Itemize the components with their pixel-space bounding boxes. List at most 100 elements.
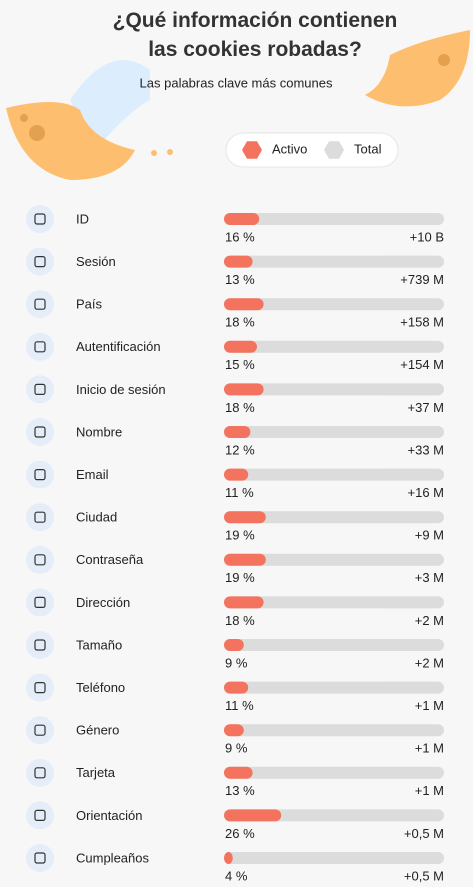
icon-glyph — [34, 639, 46, 651]
total-label: +1 M — [415, 698, 444, 713]
bar — [224, 681, 249, 694]
track — [224, 255, 444, 268]
total-label: +37 M — [408, 400, 445, 415]
category-icon — [26, 588, 54, 617]
category-icon — [26, 758, 54, 787]
category-icon — [26, 375, 54, 404]
total-label: +2 M — [415, 655, 444, 670]
value-label: 18 % — [225, 315, 255, 330]
track — [224, 468, 444, 481]
total-label: +739 M — [400, 272, 444, 287]
category-icon — [26, 631, 54, 659]
icon-glyph — [34, 596, 46, 609]
bar — [224, 596, 264, 609]
total-label: +1 M — [415, 783, 444, 798]
track — [224, 553, 444, 566]
category-label: ID — [76, 211, 89, 226]
icon-glyph — [34, 426, 46, 438]
category-icon — [26, 545, 54, 574]
bar — [224, 468, 249, 481]
value-label: 11 % — [225, 485, 254, 500]
total-label: +10 B — [410, 229, 444, 244]
total-label: +3 M — [415, 570, 444, 585]
decoration — [167, 149, 173, 155]
icon-glyph — [34, 767, 46, 779]
bar — [224, 340, 257, 353]
total-label: +2 M — [415, 613, 444, 628]
category-icon — [26, 290, 54, 319]
bar — [224, 255, 253, 268]
track — [224, 213, 444, 225]
category-icon — [26, 801, 54, 830]
value-label: 18 % — [225, 613, 255, 628]
category-label: Género — [76, 723, 119, 738]
track — [224, 724, 444, 737]
decoration — [151, 150, 157, 156]
bar — [224, 809, 282, 822]
icon-glyph — [34, 681, 46, 694]
total-label: +33 M — [408, 442, 445, 457]
total-label: +0,5 M — [404, 826, 444, 841]
track — [224, 639, 444, 651]
category-label: Teléfono — [76, 680, 125, 695]
value-label: 15 % — [225, 357, 255, 372]
category-label: Nombre — [76, 424, 122, 439]
category-label: Autentificación — [76, 339, 161, 354]
bar — [224, 766, 253, 779]
total-label: +1 M — [415, 741, 444, 756]
category-icon — [26, 205, 54, 233]
value-label: 4 % — [225, 868, 248, 883]
category-icon — [26, 460, 54, 489]
icon-glyph — [34, 298, 46, 310]
bar — [224, 724, 244, 737]
icon-glyph — [34, 511, 46, 523]
value-label: 12 % — [225, 442, 255, 457]
category-label: Contraseña — [76, 552, 144, 567]
category-label: Orientación — [76, 808, 142, 823]
value-label: 13 % — [225, 272, 255, 287]
cookie-right — [365, 30, 470, 107]
cookie-left — [6, 101, 135, 180]
track — [224, 681, 444, 694]
bar — [224, 298, 264, 311]
icon-glyph — [34, 341, 46, 353]
track — [224, 766, 444, 779]
category-label: Cumpleaños — [76, 850, 149, 865]
track — [224, 383, 444, 396]
legend-swatch — [324, 141, 344, 159]
track — [224, 298, 444, 311]
icon-glyph — [34, 809, 46, 822]
category-icon — [26, 418, 54, 446]
decoration — [20, 114, 28, 122]
track — [224, 426, 444, 438]
subtitle: Las palabras clave más comunes — [140, 75, 333, 90]
category-label: Dirección — [76, 595, 130, 610]
value-label: 11 % — [225, 698, 254, 713]
total-label: +158 M — [400, 315, 444, 330]
value-label: 19 % — [225, 570, 255, 585]
value-label: 16 % — [225, 229, 255, 244]
category-icon — [26, 247, 54, 276]
track — [224, 511, 444, 524]
category-icon — [26, 673, 54, 702]
track — [224, 852, 444, 864]
icon-glyph — [34, 724, 46, 736]
track — [224, 596, 444, 609]
icon-glyph — [34, 213, 46, 225]
icon-glyph — [34, 469, 46, 481]
category-label: Inicio de sesión — [76, 382, 166, 397]
track — [224, 340, 444, 353]
bar — [224, 639, 244, 651]
value-label: 19 % — [225, 528, 255, 543]
bar — [224, 383, 264, 396]
bar — [224, 213, 260, 225]
total-label: +9 M — [415, 528, 444, 543]
legend-swatch — [242, 141, 262, 159]
category-label: Tarjeta — [76, 765, 116, 780]
icon-glyph — [34, 554, 46, 566]
value-label: 26 % — [225, 826, 255, 841]
value-label: 13 % — [225, 783, 255, 798]
icon-glyph — [34, 852, 46, 864]
